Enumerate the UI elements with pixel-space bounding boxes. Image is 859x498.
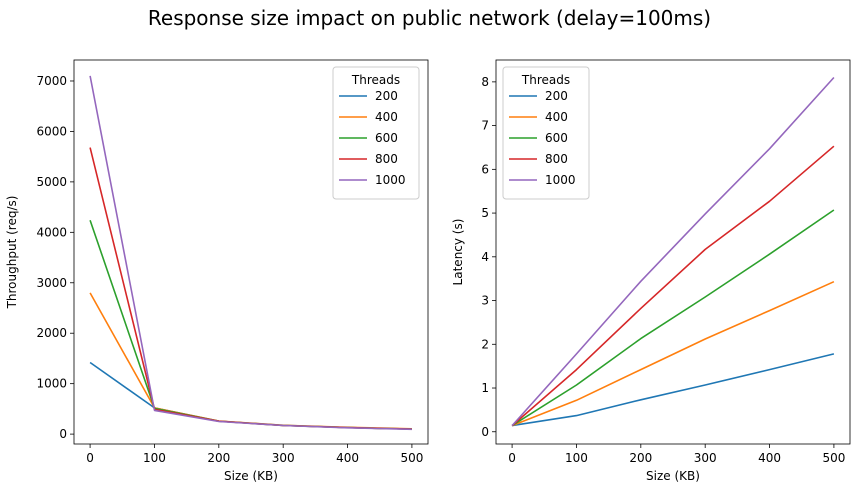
x-tick-label: 500 — [822, 451, 845, 465]
y-tick-label: 4000 — [36, 225, 67, 239]
x-tick-label: 100 — [143, 451, 166, 465]
figure-title: Response size impact on public network (… — [147, 6, 712, 30]
x-tick-label: 200 — [207, 451, 230, 465]
series-line-800 — [511, 145, 835, 427]
series-line-400 — [511, 280, 835, 427]
x-tick-label: 400 — [758, 451, 781, 465]
y-tick-label: 2 — [481, 337, 489, 351]
y-tick-label: 2000 — [36, 326, 67, 340]
x-tick-label: 0 — [508, 451, 516, 465]
y-tick-label: 3 — [481, 294, 489, 308]
series-line-200 — [511, 353, 835, 427]
legend-label-800: 800 — [375, 152, 398, 166]
legend-label-400: 400 — [545, 110, 568, 124]
y-tick-label: 0 — [481, 425, 489, 439]
x-tick-label: 200 — [629, 451, 652, 465]
x-tick-label: 300 — [694, 451, 717, 465]
series-line-1000 — [511, 76, 835, 427]
x-tick-label: 400 — [336, 451, 359, 465]
x-tick-label: 100 — [565, 451, 588, 465]
legend: Threads 200 400 600 800 1000 — [332, 66, 420, 200]
plot-frame — [495, 59, 851, 445]
y-axis-label: Latency (s) — [451, 219, 465, 286]
y-tick-label: 5 — [481, 206, 489, 220]
series-line-200 — [89, 361, 412, 430]
x-axis-label: Size (KB) — [646, 469, 700, 483]
y-tick-label: 7 — [481, 119, 489, 133]
legend-box — [502, 66, 590, 200]
chart-panel-1: 0 100 200 300 400 500010002000300040005000600… — [5, 59, 429, 483]
x-tick-label: 300 — [272, 451, 295, 465]
chart-panel-2: 0 100 200 300 400 500 0 1 2 3 4 5 6 7 8 Size (KB) Latenc… — [451, 59, 851, 483]
plot-frame — [73, 59, 429, 445]
legend-box — [332, 66, 420, 200]
series-line-1000 — [89, 75, 412, 431]
legend-title: Threads — [351, 73, 400, 87]
y-axis-label: Throughput (req/s) — [5, 196, 19, 310]
x-axis-label: Size (KB) — [224, 469, 278, 483]
x-tick-label: 0 — [86, 451, 94, 465]
series-line-600 — [511, 209, 835, 427]
legend-label-1000: 1000 — [545, 173, 576, 187]
y-tick-label: 1 — [481, 381, 489, 395]
legend-label-600: 600 — [375, 131, 398, 145]
legend-label-400: 400 — [375, 110, 398, 124]
x-tick-label: 500 — [400, 451, 423, 465]
legend-label-200: 200 — [545, 89, 568, 103]
legend: Threads 200 400 600 800 1000 — [502, 66, 590, 200]
y-tick-label: 7000 — [36, 74, 67, 88]
y-tick-label: 5000 — [36, 175, 67, 189]
y-tick-label: 6000 — [36, 124, 67, 138]
y-tick-label: 0 — [59, 427, 67, 441]
legend-label-600: 600 — [545, 131, 568, 145]
y-tick-label: 8 — [481, 75, 489, 89]
y-tick-label: 4 — [481, 250, 489, 264]
legend-title: Threads — [521, 73, 570, 87]
y-tick-label: 6 — [481, 162, 489, 176]
legend-label-800: 800 — [545, 152, 568, 166]
legend-label-1000: 1000 — [375, 173, 406, 187]
y-tick-label: 1000 — [36, 377, 67, 391]
y-tick-label: 3000 — [36, 276, 67, 290]
legend-label-200: 200 — [375, 89, 398, 103]
